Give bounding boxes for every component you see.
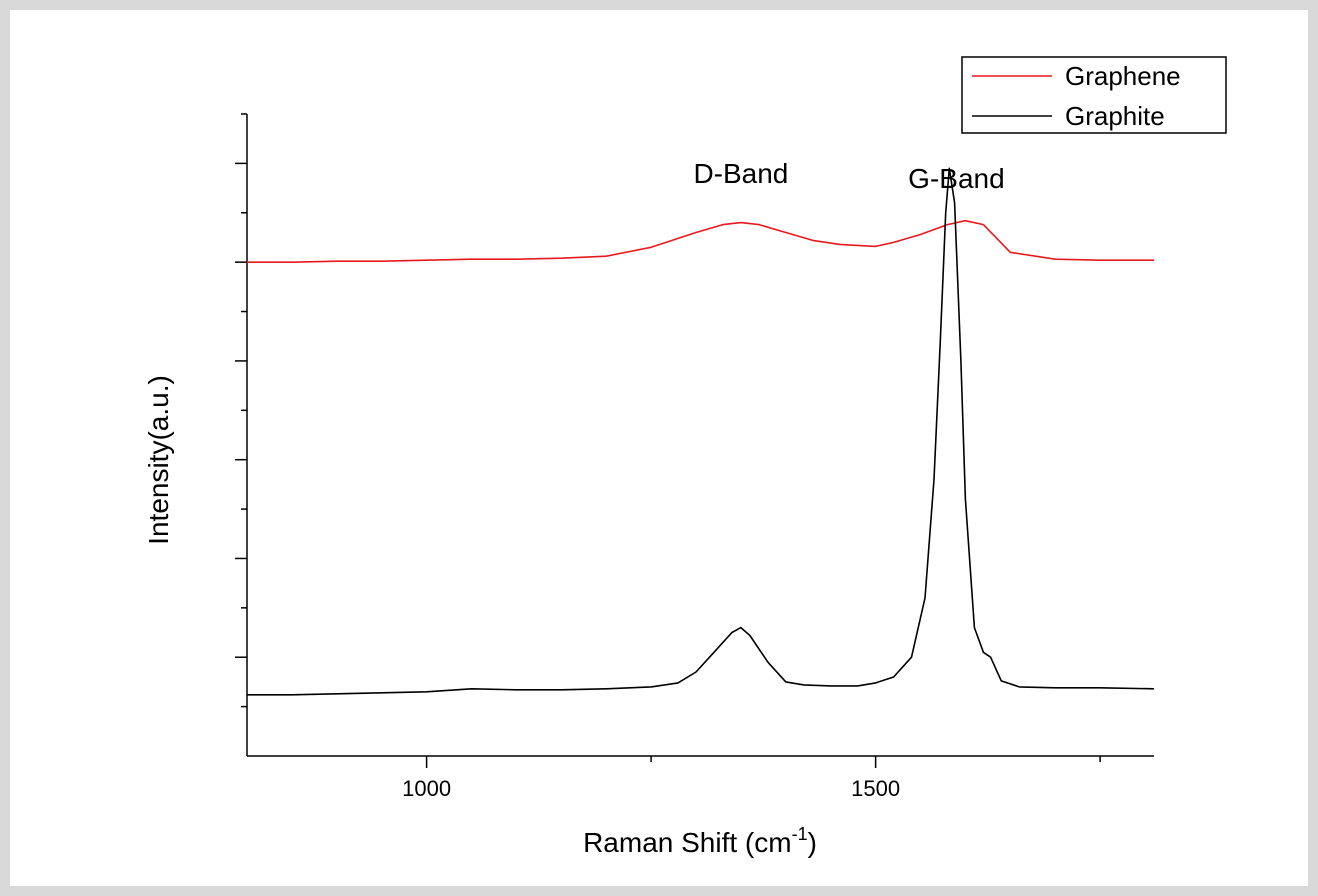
legend-label-graphene: Graphene — [1065, 61, 1181, 91]
raman-spectrum-chart: 1000 1500 D-Band G-Band Intensity(a.u.) Ra… — [143, 56, 1227, 858]
y-axis-title: Intensity(a.u.) — [143, 375, 174, 545]
x-axis-title: Raman Shift (cm-1) — [583, 824, 817, 858]
legend-label-graphite: Graphite — [1065, 101, 1165, 131]
annotations: D-Band G-Band — [693, 158, 1004, 194]
chart-frame: 1000 1500 D-Band G-Band Intensity(a.u.) Ra… — [10, 10, 1308, 886]
axes: 1000 1500 — [235, 113, 1154, 801]
x-tick-label: 1500 — [851, 776, 900, 801]
annotation-g-band: G-Band — [908, 163, 1005, 194]
legend: Graphene Graphite — [961, 56, 1227, 134]
legend-box — [961, 56, 1227, 134]
series-line-graphene — [247, 219, 1154, 263]
annotation-d-band: D-Band — [693, 158, 788, 189]
x-tick-label: 1000 — [402, 776, 451, 801]
series-line-graphite — [247, 167, 1155, 696]
series-layer — [247, 167, 1155, 696]
